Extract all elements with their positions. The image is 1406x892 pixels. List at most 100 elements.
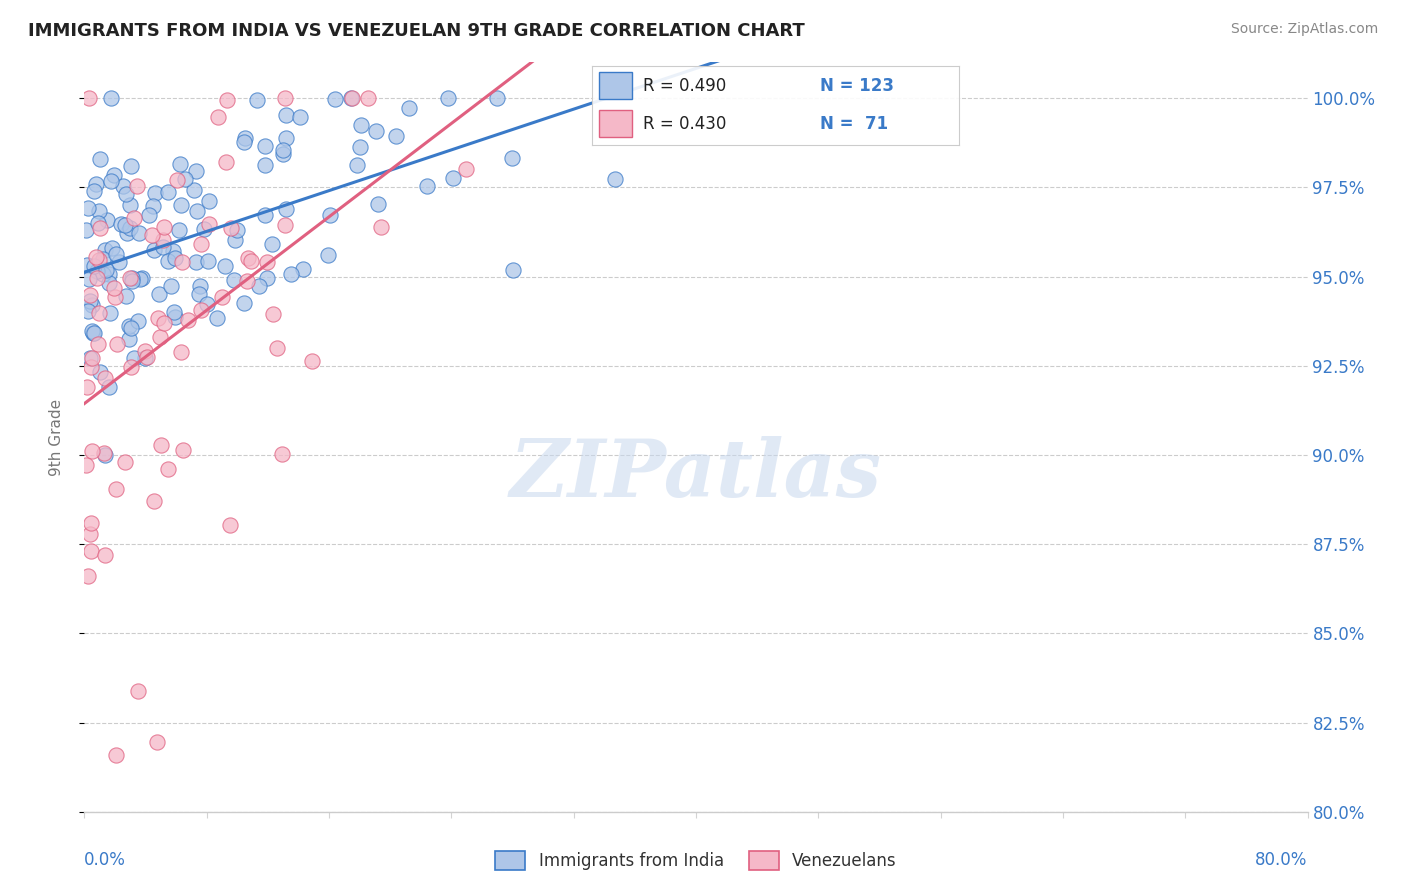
Point bbox=[118, 318, 141, 333]
Point bbox=[188, 278, 211, 293]
Point bbox=[120, 159, 142, 173]
Point bbox=[349, 140, 371, 154]
Point bbox=[79, 351, 101, 365]
Point bbox=[350, 118, 373, 132]
Point bbox=[114, 218, 136, 232]
Point bbox=[236, 251, 259, 265]
Point bbox=[190, 236, 212, 251]
Point bbox=[91, 267, 114, 281]
Point bbox=[100, 174, 122, 188]
Point bbox=[253, 158, 276, 172]
Point bbox=[219, 221, 242, 235]
Point bbox=[89, 365, 111, 379]
Point bbox=[121, 271, 143, 285]
Point bbox=[82, 324, 104, 338]
Point bbox=[121, 274, 143, 288]
Point bbox=[89, 221, 111, 235]
Point bbox=[82, 326, 104, 340]
Point bbox=[77, 272, 100, 286]
Point bbox=[262, 237, 284, 252]
Point bbox=[118, 221, 141, 235]
Point bbox=[94, 263, 117, 277]
Point bbox=[89, 152, 111, 166]
Point bbox=[142, 199, 165, 213]
Point bbox=[86, 336, 108, 351]
Point bbox=[207, 110, 229, 124]
Point bbox=[502, 263, 524, 277]
Point bbox=[485, 91, 508, 105]
Point bbox=[169, 157, 191, 171]
Point bbox=[276, 108, 298, 122]
Point bbox=[274, 91, 297, 105]
Point bbox=[75, 223, 97, 237]
Point bbox=[254, 139, 277, 153]
Point bbox=[501, 152, 523, 166]
Point bbox=[163, 251, 186, 265]
Text: 0.0%: 0.0% bbox=[84, 851, 127, 869]
Point bbox=[79, 288, 101, 302]
Point bbox=[76, 258, 98, 272]
Point bbox=[83, 326, 105, 340]
Point bbox=[91, 252, 114, 266]
Point bbox=[96, 213, 118, 227]
Point bbox=[97, 267, 120, 281]
Point bbox=[152, 233, 174, 247]
Point bbox=[235, 274, 257, 288]
Point bbox=[76, 303, 98, 318]
Text: ZIPatlas: ZIPatlas bbox=[510, 436, 882, 513]
Point bbox=[219, 518, 242, 533]
Point bbox=[79, 294, 101, 309]
Point bbox=[129, 272, 152, 286]
Point bbox=[87, 252, 110, 267]
Point bbox=[370, 220, 392, 235]
Point bbox=[86, 270, 108, 285]
Point bbox=[274, 218, 297, 232]
Point bbox=[177, 313, 200, 327]
Point bbox=[441, 170, 464, 185]
Point bbox=[120, 360, 142, 375]
Point bbox=[291, 262, 314, 277]
Point bbox=[233, 136, 256, 150]
Point bbox=[93, 371, 115, 385]
Point bbox=[82, 443, 104, 458]
Point bbox=[385, 129, 408, 144]
Point bbox=[82, 351, 104, 366]
Point bbox=[127, 314, 149, 328]
Point bbox=[247, 278, 270, 293]
Point bbox=[100, 91, 122, 105]
Point bbox=[172, 255, 194, 269]
Point bbox=[77, 201, 100, 215]
Point bbox=[86, 264, 108, 278]
Point bbox=[142, 494, 165, 508]
Point bbox=[122, 211, 145, 226]
Point bbox=[127, 684, 149, 698]
Point bbox=[77, 569, 100, 583]
Point bbox=[262, 308, 284, 322]
Point bbox=[240, 254, 263, 268]
Point bbox=[100, 241, 122, 255]
Point bbox=[246, 93, 269, 107]
Point bbox=[127, 179, 149, 194]
Point bbox=[256, 255, 278, 269]
Point bbox=[98, 380, 121, 394]
Point bbox=[142, 243, 165, 257]
Point bbox=[84, 250, 107, 264]
Point bbox=[80, 516, 103, 530]
Point bbox=[280, 267, 302, 281]
Point bbox=[170, 345, 193, 359]
Point bbox=[340, 91, 363, 105]
Point bbox=[183, 183, 205, 197]
Point bbox=[153, 316, 176, 330]
Point bbox=[184, 163, 207, 178]
Point bbox=[172, 442, 194, 457]
Point bbox=[118, 198, 141, 212]
Point bbox=[163, 305, 186, 319]
Point bbox=[118, 271, 141, 285]
Point bbox=[215, 155, 238, 169]
Point bbox=[319, 208, 342, 222]
Point bbox=[98, 277, 121, 291]
Point bbox=[115, 289, 138, 303]
Point bbox=[184, 255, 207, 269]
Point bbox=[128, 226, 150, 240]
Point bbox=[190, 302, 212, 317]
